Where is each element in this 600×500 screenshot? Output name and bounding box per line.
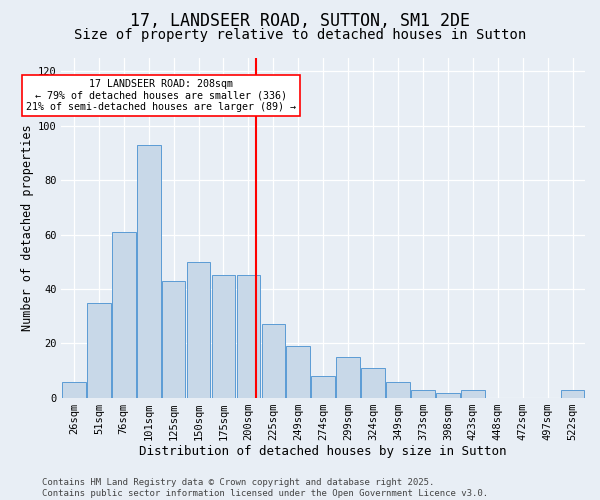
Text: 17 LANDSEER ROAD: 208sqm
← 79% of detached houses are smaller (336)
21% of semi-: 17 LANDSEER ROAD: 208sqm ← 79% of detach… [26, 80, 296, 112]
Bar [236, 276, 260, 398]
Bar [112, 232, 136, 398]
Bar [411, 390, 435, 398]
Text: Size of property relative to detached houses in Sutton: Size of property relative to detached ho… [74, 28, 526, 42]
Y-axis label: Number of detached properties: Number of detached properties [20, 124, 34, 331]
X-axis label: Distribution of detached houses by size in Sutton: Distribution of detached houses by size … [139, 444, 507, 458]
Bar [137, 144, 161, 398]
Bar [262, 324, 285, 398]
Bar [162, 281, 185, 398]
Bar [286, 346, 310, 398]
Bar [62, 382, 86, 398]
Bar [87, 302, 110, 398]
Text: 17, LANDSEER ROAD, SUTTON, SM1 2DE: 17, LANDSEER ROAD, SUTTON, SM1 2DE [130, 12, 470, 30]
Bar [187, 262, 211, 398]
Text: Contains HM Land Registry data © Crown copyright and database right 2025.
Contai: Contains HM Land Registry data © Crown c… [42, 478, 488, 498]
Bar [436, 392, 460, 398]
Bar [212, 276, 235, 398]
Bar [560, 390, 584, 398]
Bar [361, 368, 385, 398]
Bar [311, 376, 335, 398]
Bar [386, 382, 410, 398]
Bar [337, 357, 360, 398]
Bar [461, 390, 485, 398]
